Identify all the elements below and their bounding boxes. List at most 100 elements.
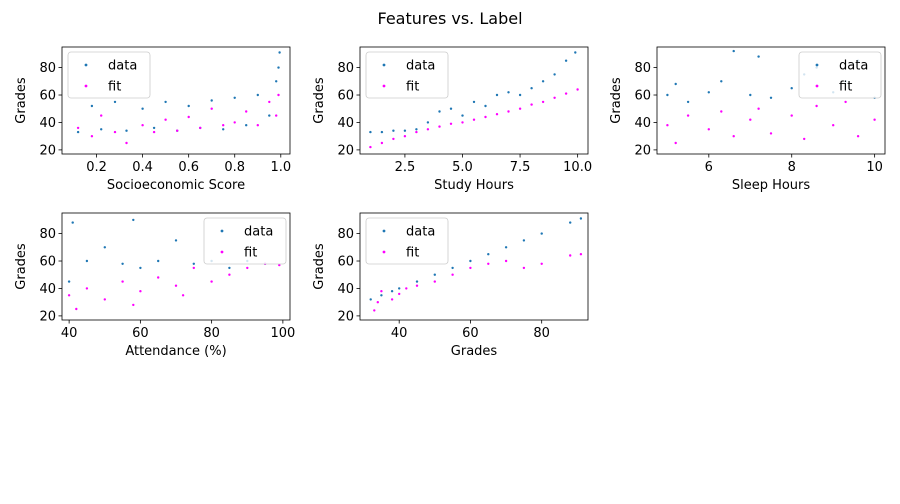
point-data [222, 128, 225, 131]
point-data [67, 280, 71, 283]
point-fit [415, 130, 418, 134]
y-tick-label: 60 [634, 89, 651, 104]
point-fit [461, 121, 464, 124]
x-axis-label: Socioeconomic Score [107, 178, 245, 193]
point-data [415, 128, 418, 131]
legend-label-fit: fit [839, 80, 852, 95]
subplot-1: 0.2 0.4 0.6 0.8 1.0 20 40 60 80 Socioeconomic Sco… [14, 46, 291, 193]
point-fit [278, 263, 281, 267]
y-tick-label: 80 [634, 61, 651, 76]
point-fit [90, 135, 94, 138]
point-data [415, 280, 419, 283]
x-tick-label: 0.4 [132, 160, 153, 175]
point-fit [451, 273, 454, 276]
point-data [398, 287, 401, 290]
point-fit [403, 135, 407, 138]
point-data [121, 262, 124, 265]
legend-marker-fit [815, 84, 819, 88]
y-tick-label: 40 [39, 282, 56, 297]
point-fit [228, 273, 231, 276]
point-data [132, 218, 135, 222]
legend: data fit [203, 217, 287, 265]
legend-marker-fit [382, 84, 386, 88]
subplot-grid: 0.2 0.4 0.6 0.8 1.0 20 40 60 80 Socioeconomic Sco… [14, 46, 886, 359]
point-data [164, 100, 167, 104]
point-data [268, 114, 271, 117]
point-fit [484, 115, 487, 119]
point-fit [507, 110, 510, 113]
point-fit [873, 118, 876, 121]
x-axis-label: Study Hours [434, 178, 514, 193]
point-fit [392, 137, 395, 141]
point-fit [398, 292, 401, 296]
subplot-2: 2.5 5.0 7.5 10.0 20 40 60 80 Study Hours Grades da… [312, 46, 592, 193]
legend-box [365, 51, 449, 99]
point-fit [369, 145, 372, 149]
point-data [85, 259, 89, 263]
point-fit [707, 128, 710, 131]
point-data [530, 87, 533, 90]
point-fit [522, 266, 526, 270]
point-data [522, 239, 526, 242]
y-tick-label: 40 [634, 116, 651, 131]
point-data [553, 73, 556, 76]
x-tick-label: 60 [462, 326, 479, 341]
point-data [392, 129, 395, 132]
point-fit [210, 280, 213, 283]
point-fit [113, 130, 117, 134]
point-data [403, 129, 407, 132]
x-tick-label: 0.6 [178, 160, 199, 175]
y-tick-label: 60 [337, 255, 354, 270]
point-data [174, 239, 178, 242]
x-tick-label: 40 [391, 326, 408, 341]
point-fit [579, 253, 583, 256]
point-fit [815, 104, 818, 108]
axes-frame [61, 46, 291, 155]
point-data [100, 128, 103, 131]
axes-frame [656, 46, 886, 155]
x-axis-label: Grades [451, 344, 498, 359]
subplot-4: 40 60 80 100 20 40 60 80 Attendance (%) Grades dat… [14, 212, 295, 359]
point-data [487, 253, 490, 256]
point-fit [75, 307, 78, 311]
x-tick-label: 80 [203, 326, 220, 341]
point-fit [157, 276, 160, 279]
point-data [574, 51, 577, 54]
point-fit [495, 113, 499, 116]
point-data [113, 100, 117, 104]
point-data [256, 93, 259, 97]
point-fit [67, 294, 71, 297]
point-data [484, 104, 487, 108]
x-tick-label: 0.2 [86, 160, 107, 175]
axes-frame [61, 212, 291, 321]
x-tick-label: 40 [61, 326, 78, 341]
y-tick-label: 20 [337, 143, 354, 158]
point-fit [757, 107, 760, 110]
point-data [518, 93, 522, 97]
point-fit [666, 124, 669, 127]
point-data [369, 130, 372, 134]
y-tick-label: 40 [337, 116, 354, 131]
point-data [541, 80, 545, 83]
point-fit [732, 135, 735, 138]
point-fit [152, 130, 156, 134]
point-fit [576, 88, 579, 91]
y-tick-label: 40 [337, 282, 354, 297]
legend: data fit [365, 51, 449, 99]
point-fit [139, 290, 142, 293]
legend-marker-fit [84, 84, 88, 88]
point-fit [487, 262, 490, 265]
x-axis-label: Attendance (%) [125, 344, 226, 359]
point-fit [540, 262, 543, 265]
point-data [245, 124, 248, 127]
point-fit [426, 128, 430, 131]
x-tick-label: 0.8 [224, 160, 245, 175]
legend-marker-fit [382, 250, 386, 254]
point-fit [380, 141, 384, 145]
point-data [233, 96, 236, 100]
point-data [564, 59, 568, 62]
legend-label-data: data [244, 225, 273, 240]
x-tick-label: 8 [788, 160, 796, 175]
points-group [369, 51, 579, 149]
